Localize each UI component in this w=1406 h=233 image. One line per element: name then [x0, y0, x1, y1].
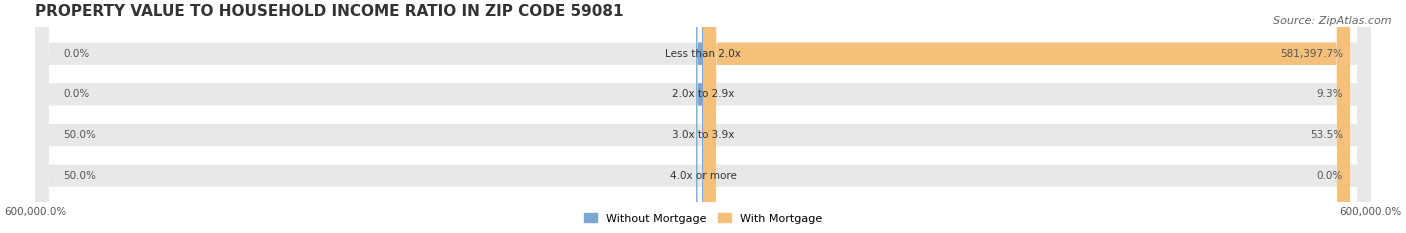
FancyBboxPatch shape	[35, 0, 1371, 233]
Text: 50.0%: 50.0%	[63, 130, 96, 140]
FancyBboxPatch shape	[696, 0, 703, 233]
Text: 581,397.7%: 581,397.7%	[1279, 49, 1343, 59]
Text: 0.0%: 0.0%	[63, 89, 90, 99]
Text: PROPERTY VALUE TO HOUSEHOLD INCOME RATIO IN ZIP CODE 59081: PROPERTY VALUE TO HOUSEHOLD INCOME RATIO…	[35, 4, 624, 19]
Text: 2.0x to 2.9x: 2.0x to 2.9x	[672, 89, 734, 99]
FancyBboxPatch shape	[696, 0, 703, 233]
Text: Source: ZipAtlas.com: Source: ZipAtlas.com	[1274, 16, 1392, 26]
Text: Less than 2.0x: Less than 2.0x	[665, 49, 741, 59]
FancyBboxPatch shape	[703, 0, 1350, 233]
Legend: Without Mortgage, With Mortgage: Without Mortgage, With Mortgage	[579, 209, 827, 228]
Text: 0.0%: 0.0%	[1316, 171, 1343, 181]
Text: 9.3%: 9.3%	[1316, 89, 1343, 99]
Text: 4.0x or more: 4.0x or more	[669, 171, 737, 181]
Text: 53.5%: 53.5%	[1310, 130, 1343, 140]
FancyBboxPatch shape	[35, 0, 1371, 233]
FancyBboxPatch shape	[35, 0, 1371, 233]
Text: 50.0%: 50.0%	[63, 171, 96, 181]
FancyBboxPatch shape	[35, 0, 1371, 233]
FancyBboxPatch shape	[703, 0, 710, 233]
Text: 0.0%: 0.0%	[63, 49, 90, 59]
Text: 3.0x to 3.9x: 3.0x to 3.9x	[672, 130, 734, 140]
